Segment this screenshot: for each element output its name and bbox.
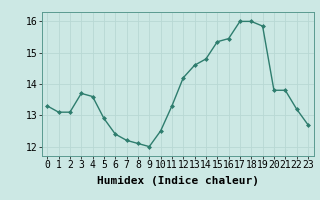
X-axis label: Humidex (Indice chaleur): Humidex (Indice chaleur) [97,176,259,186]
